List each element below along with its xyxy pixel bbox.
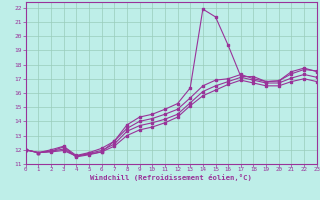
X-axis label: Windchill (Refroidissement éolien,°C): Windchill (Refroidissement éolien,°C) [90, 174, 252, 181]
